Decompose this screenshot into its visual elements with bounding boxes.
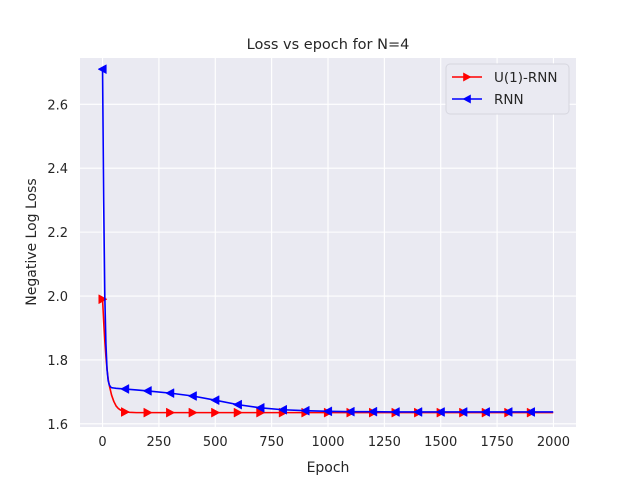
series-marker <box>210 395 220 406</box>
series-marker <box>97 64 107 75</box>
y-tick-label: 2.6 <box>47 98 68 113</box>
series-marker <box>390 407 400 417</box>
x-tick-label: 750 <box>259 435 284 450</box>
grid <box>80 58 576 427</box>
chart-title: Loss vs epoch for N=4 <box>247 37 410 53</box>
legend-label: RNN <box>494 92 524 108</box>
series-marker <box>368 406 378 417</box>
series-marker <box>165 388 175 399</box>
series-rnn <box>97 64 554 417</box>
x-axis-label: Epoch <box>307 460 350 476</box>
x-tick-label: 1500 <box>424 435 457 450</box>
y-axis-label: Negative Log Loss <box>24 178 40 305</box>
series-marker <box>300 405 310 416</box>
series-marker <box>458 407 468 417</box>
legend: U(1)-RNN RNN <box>445 63 570 115</box>
series-marker <box>188 407 198 418</box>
series-marker <box>232 399 242 410</box>
series-marker <box>255 402 265 413</box>
x-tick-label: 2000 <box>537 435 570 450</box>
x-tick-label: 250 <box>146 435 171 450</box>
legend-entries: U(1)-RNN RNN <box>452 70 557 108</box>
series-marker <box>166 407 176 418</box>
y-tick-label: 1.6 <box>47 418 68 433</box>
ticks: 0 250 500 750 1000 1250 1500 1750 2000 1.6 1.8 2.0 2… <box>47 98 570 450</box>
legend-entry: RNN <box>452 92 524 108</box>
series-marker <box>211 407 221 418</box>
series-marker <box>525 407 535 417</box>
series-marker <box>413 407 423 417</box>
series-marker <box>143 407 153 418</box>
series-marker <box>187 391 197 401</box>
series-marker <box>98 294 108 305</box>
y-tick-label: 2.0 <box>47 290 68 305</box>
y-tick-label: 2.2 <box>47 226 68 241</box>
x-tick-label: 500 <box>203 435 228 450</box>
y-tick-label: 1.8 <box>47 354 68 369</box>
series-marker <box>120 384 130 394</box>
series-marker <box>435 407 445 417</box>
x-tick-label: 1750 <box>481 435 514 450</box>
series-marker <box>503 407 513 417</box>
y-tick-label: 2.4 <box>47 162 68 177</box>
series-marker <box>345 406 355 417</box>
legend-marker <box>463 72 472 82</box>
legend-entry: U(1)-RNN <box>452 70 557 86</box>
x-tick-label: 1000 <box>311 435 344 450</box>
series-marker <box>277 404 287 415</box>
series-marker <box>142 385 152 396</box>
legend-label: U(1)-RNN <box>494 70 557 86</box>
series-marker <box>121 407 131 417</box>
legend-marker <box>462 94 471 104</box>
series-marker <box>233 407 243 418</box>
series-marker <box>480 407 490 417</box>
series-layer <box>97 64 554 418</box>
series-marker <box>322 406 333 417</box>
x-tick-label: 0 <box>98 435 106 450</box>
x-tick-label: 1250 <box>368 435 401 450</box>
